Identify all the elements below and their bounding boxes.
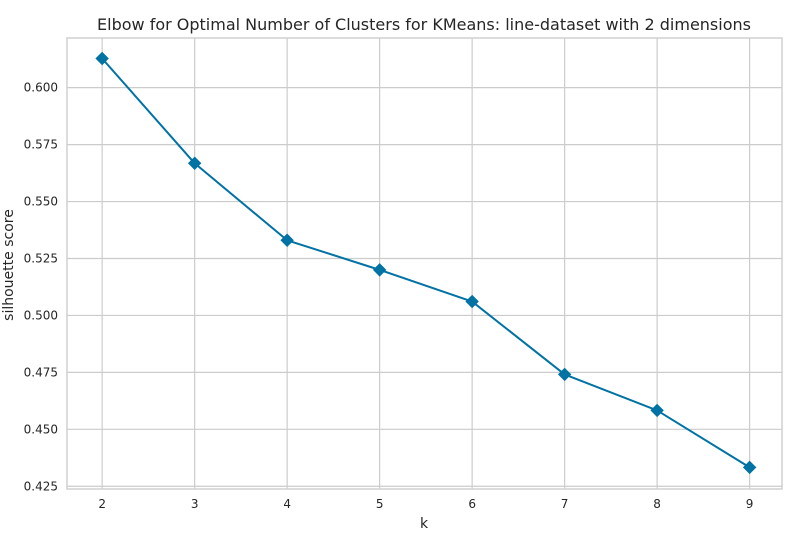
x-tick-label: 2 [98,497,106,511]
y-tick-label: 0.500 [24,308,58,322]
x-tick-label: 6 [468,497,476,511]
y-tick-label: 0.450 [24,422,58,436]
x-tick-label: 5 [376,497,384,511]
y-axis-label: silhouette score [1,209,17,321]
data-point-marker [95,51,109,66]
series-line [101,57,751,469]
data-point-marker [280,233,294,247]
y-tick-label: 0.475 [24,365,58,379]
y-tick-label: 0.600 [24,81,58,95]
data-point-marker [742,460,757,475]
x-tick-label: 8 [653,497,661,511]
data-point-marker [557,367,572,382]
chart-title: Elbow for Optimal Number of Clusters for… [97,15,751,34]
grid-layer [67,38,782,489]
y-tick-label: 0.575 [24,138,58,152]
data-point-marker [187,156,202,170]
series-layer [95,51,757,475]
data-point-marker [650,403,664,418]
y-tick-label: 0.525 [24,251,58,265]
x-tick-label: 7 [561,497,569,511]
y-tick-label: 0.550 [24,195,58,209]
tick-labels: 2 3 4 5 6 7 8 9 0.425 0.450 0.475 0.500 0.525 0.550 0.… [24,81,754,511]
x-tick-label: 3 [191,497,199,511]
y-tick-label: 0.425 [24,479,58,493]
plot-area-frame [66,37,783,490]
x-axis-label: k [420,516,429,532]
data-point-marker [465,294,479,309]
x-tick-label: 9 [746,497,754,511]
data-point-marker [372,263,387,277]
x-tick-label: 4 [283,497,291,511]
